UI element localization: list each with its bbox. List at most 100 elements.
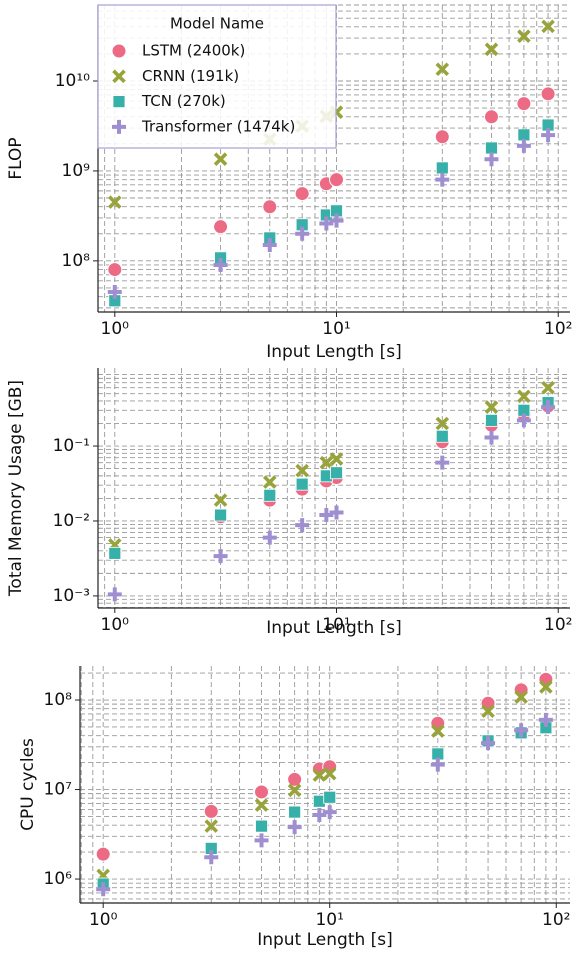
marker [312,807,327,822]
marker [319,216,334,231]
legend-label: CRNN (191k) [142,67,239,85]
marker [435,455,450,470]
marker [517,389,531,404]
marker [330,466,343,480]
legend-marker [112,95,126,108]
marker [430,757,445,772]
marker [204,819,219,833]
legend-marker [111,43,127,59]
marker [262,475,277,489]
marker [254,833,269,848]
marker [481,704,495,718]
marker [539,680,553,694]
marker [213,152,228,166]
marker [434,129,450,145]
marker [203,803,219,819]
marker [541,400,556,415]
marker [514,723,529,738]
marker [435,172,450,187]
marker [287,783,302,798]
marker [213,257,228,272]
marker [262,530,277,545]
marker [484,400,499,414]
x-tick-label: 10⁰ [101,615,130,635]
marker [329,505,344,520]
legend-box [97,4,337,149]
y-tick-label: 10⁻² [53,511,90,531]
legend-label: LSTM (2400k) [142,42,245,60]
marker [288,805,302,819]
y-axis-label: CPU cycles [18,738,38,831]
marker [431,724,445,738]
marker [287,771,303,787]
y-tick-label: 10⁻³ [53,586,90,606]
y-tick-label: 10⁻¹ [53,436,90,456]
marker [213,493,228,507]
marker [322,767,337,781]
marker [514,690,528,704]
marker [323,790,337,804]
legend-marker [112,69,126,84]
legend-label: TCN (270k) [141,92,226,110]
y-tick-label: 10⁹ [62,161,91,181]
marker [540,86,556,102]
marker [312,768,327,782]
marker [254,784,270,800]
legend: Model Name LSTM (2400k) CRNN (191k) TCN (27… [97,4,337,149]
marker [107,262,123,278]
marker [435,429,449,443]
subplot: 10⁰ 10¹ 10² 10⁻³ 10⁻² 10⁻¹ Input Length [s] Tot… [6,368,572,638]
marker [435,62,450,77]
y-tick-label: 10⁸ [62,251,91,271]
marker [516,138,531,153]
x-tick-label: 10² [544,319,572,339]
x-axis-label: Input Length [s] [257,930,393,950]
marker [263,488,277,502]
marker [517,29,531,43]
marker [108,195,122,209]
marker [214,508,227,522]
y-axis-label: FLOP [6,137,26,179]
marker [295,477,309,491]
marker [262,238,277,253]
x-tick-label: 10¹ [322,319,350,339]
marker [483,109,499,125]
marker [516,96,532,112]
marker [287,820,302,835]
marker [329,213,344,228]
marker [481,736,496,751]
x-tick-label: 10¹ [322,615,350,635]
marker [541,380,555,395]
marker [516,413,531,428]
legend-marker [112,119,126,134]
marker [329,452,344,466]
y-tick-label: 10¹⁰ [55,71,90,91]
marker [295,226,310,241]
marker [329,172,345,188]
marker [294,186,310,202]
marker [213,549,228,564]
x-axis-label: Input Length [s] [266,618,402,638]
marker [484,152,499,167]
legend-label: Transformer (1474k) [141,117,295,135]
y-tick-label: 10⁷ [44,780,73,800]
y-axis-label: Total Memory Usage [GB] [6,380,26,597]
marker [295,463,309,478]
marker [541,128,556,143]
marker [262,199,278,215]
marker [204,850,219,865]
marker [213,219,229,235]
x-tick-label: 10⁰ [89,910,118,930]
x-tick-label: 10² [544,615,572,635]
marker [295,518,310,533]
x-tick-label: 10² [542,910,570,930]
marker [538,712,553,727]
marker [107,285,122,300]
marker [95,846,111,862]
marker [484,430,499,445]
marker [322,805,337,820]
marker [254,798,269,812]
marker [485,141,498,155]
subplot: 10⁰ 10¹ 10² 10⁶ 10⁷ 10⁸ Input Length [s] CPU cy… [18,666,570,950]
